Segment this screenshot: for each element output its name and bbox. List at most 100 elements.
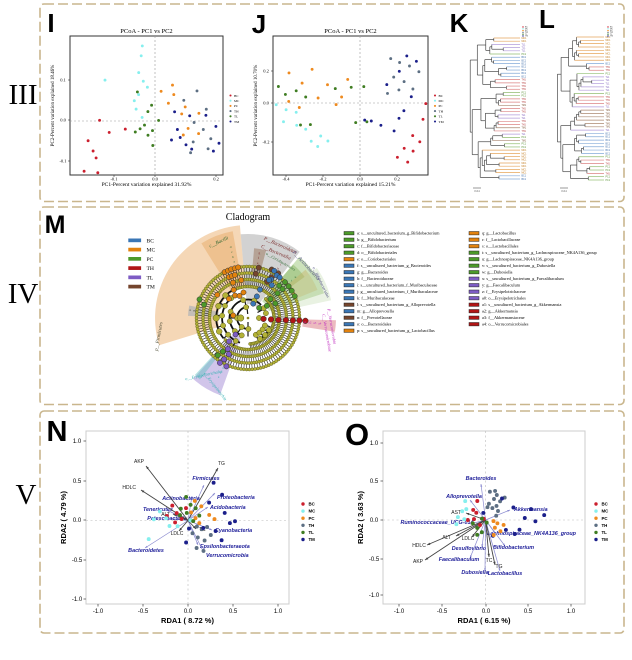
svg-text:0.0: 0.0: [60, 118, 66, 123]
svg-text:l: s__uncultured_bacterium_g_A: l: s__uncultured_bacterium_g_Alloprevote…: [357, 302, 435, 307]
svg-text:TH1: TH1: [606, 163, 611, 165]
svg-text:BC: BC: [439, 94, 444, 98]
svg-text:-0.5: -0.5: [72, 558, 83, 564]
svg-text:a0: o__Erysipelotrichales: a0: o__Erysipelotrichales: [482, 296, 526, 301]
svg-text:-1.0: -1.0: [369, 593, 380, 599]
svg-text:Bifidobacterium: Bifidobacterium: [493, 545, 534, 551]
svg-text:-0.5: -0.5: [437, 609, 448, 615]
svg-text:TL: TL: [602, 530, 608, 535]
svg-text:Acidobacteria: Acidobacteria: [209, 505, 246, 511]
svg-text:MC1: MC1: [606, 44, 612, 46]
svg-text:BC1: BC1: [606, 133, 611, 135]
svg-text:a1: a1: [303, 320, 307, 324]
svg-text:TM: TM: [309, 537, 316, 542]
svg-text:m: m: [193, 308, 196, 312]
svg-text:1.0: 1.0: [567, 609, 576, 615]
svg-text:MC1: MC1: [522, 150, 528, 152]
svg-text:MC1: MC1: [606, 47, 612, 49]
svg-text:h: h: [277, 267, 279, 271]
svg-text:-0.1: -0.1: [110, 177, 117, 182]
svg-text:TH1: TH1: [522, 112, 527, 114]
svg-text:TM1: TM1: [522, 105, 527, 107]
svg-text:V: V: [16, 479, 37, 511]
svg-text:MC: MC: [602, 509, 610, 514]
svg-text:Alloprevotella: Alloprevotella: [445, 494, 482, 500]
svg-text:r: f__Lactobacillaceae: r: f__Lactobacillaceae: [482, 237, 520, 242]
svg-text:RDA2 ( 4.79 %): RDA2 ( 4.79 %): [59, 491, 68, 544]
svg-text:TG: TG: [496, 564, 503, 570]
svg-text:Epsilonbacteraeota: Epsilonbacteraeota: [200, 544, 250, 550]
svg-text:MC1: MC1: [606, 40, 612, 42]
svg-text:BC1: BC1: [606, 140, 611, 142]
svg-text:TH1: TH1: [606, 67, 611, 69]
svg-text:BC1: BC1: [522, 73, 527, 75]
svg-text:0.2: 0.2: [263, 69, 269, 74]
svg-text:AKP: AKP: [413, 559, 424, 565]
svg-text:TH1: TH1: [606, 97, 611, 99]
svg-text:TH1: TH1: [606, 70, 611, 72]
svg-text:MC: MC: [439, 99, 445, 103]
svg-text:i: s__uncultured_bacterium_f_M: i: s__uncultured_bacterium_f_Muribaculac…: [357, 283, 437, 288]
svg-text:AST: AST: [451, 510, 461, 516]
svg-text:a1: s__uncultured_bacterium_g_: a1: s__uncultured_bacterium_g_Akkermansi…: [482, 302, 561, 307]
svg-text:MC1: MC1: [522, 169, 528, 171]
svg-text:MC1: MC1: [606, 57, 612, 59]
svg-text:TM: TM: [610, 36, 613, 38]
svg-text:TL: TL: [439, 115, 443, 119]
svg-text:TM1: TM1: [606, 120, 611, 122]
svg-text:Ruminococcaceae_UCG-014: Ruminococcaceae_UCG-014: [400, 520, 473, 526]
svg-text:0.0: 0.0: [482, 609, 491, 615]
svg-text:i: i: [280, 262, 281, 266]
svg-text:BC1: BC1: [606, 64, 611, 66]
svg-text:MC1: MC1: [606, 60, 612, 62]
svg-text:O: O: [345, 417, 369, 452]
svg-text:TM: TM: [602, 537, 609, 542]
svg-text:x: x: [222, 366, 224, 370]
svg-text:0.1: 0.1: [60, 78, 66, 83]
svg-text:TH1: TH1: [522, 80, 527, 82]
svg-text:Lactobacillus: Lactobacillus: [488, 571, 522, 577]
svg-text:TH: TH: [147, 266, 154, 272]
svg-text:k: f__Muribaculaceae: k: f__Muribaculaceae: [357, 296, 395, 301]
svg-text:BC: BC: [309, 502, 316, 507]
svg-text:L: L: [539, 4, 555, 34]
svg-text:TM1: TM1: [522, 128, 527, 130]
svg-text:TM1: TM1: [606, 123, 611, 125]
svg-text:RDA2 ( 3.63 %): RDA2 ( 3.63 %): [356, 491, 365, 544]
svg-text:s: o__Lactobacillales: s: o__Lactobacillales: [482, 244, 519, 249]
svg-text:-0.2: -0.2: [262, 140, 269, 145]
svg-text:a4: o__Verrucomicrobiales: a4: o__Verrucomicrobiales: [482, 322, 529, 327]
svg-text:K: K: [450, 8, 469, 38]
svg-text:BC1: BC1: [522, 60, 527, 62]
svg-text:m: g__Alloprevotella: m: g__Alloprevotella: [357, 309, 394, 314]
svg-text:PC1: PC1: [606, 73, 611, 75]
svg-text:BC1: BC1: [522, 70, 527, 72]
svg-text:TM1: TM1: [606, 113, 611, 115]
svg-text:PC1: PC1: [606, 93, 611, 95]
svg-text:MC1: MC1: [522, 38, 528, 40]
svg-text:TH1: TH1: [606, 160, 611, 162]
svg-text:BC1: BC1: [606, 150, 611, 152]
svg-text:TH: TH: [602, 523, 608, 528]
svg-text:e: o__Coriobacteriales: e: o__Coriobacteriales: [357, 257, 396, 262]
svg-text:TM1: TM1: [606, 127, 611, 129]
svg-text:PC2-Percent variation explaine: PC2-Percent variation explained 10.70%: [254, 65, 259, 147]
svg-text:MC1: MC1: [522, 160, 528, 162]
svg-text:a3: a3: [313, 321, 317, 325]
svg-text:TM: TM: [147, 285, 155, 291]
svg-text:0.04: 0.04: [474, 189, 480, 193]
svg-text:PC1: PC1: [606, 157, 611, 159]
svg-text:PC1-Percent variation explaine: PC1-Percent variation explained 15.21%: [306, 182, 396, 188]
svg-text:TM1: TM1: [606, 117, 611, 119]
svg-text:f: s__uncultured_bacterium_g_B: f: s__uncultured_bacterium_g_Bacteroides: [357, 263, 431, 268]
svg-text:PC1: PC1: [606, 180, 611, 182]
svg-text:a: s__uncultured_bacterium_g_B: a: s__uncultured_bacterium_g_Bifidobacte…: [357, 231, 440, 236]
svg-text:TM: TM: [234, 120, 239, 124]
svg-text:Dubosiella: Dubosiella: [461, 570, 488, 576]
svg-text:BC1: BC1: [606, 153, 611, 155]
svg-text:0.0: 0.0: [370, 518, 379, 524]
svg-text:PCoA - PC1 vs PC2: PCoA - PC1 vs PC2: [120, 28, 172, 35]
svg-text:MC1: MC1: [522, 163, 528, 165]
svg-text:BC: BC: [234, 94, 239, 98]
svg-text:TH: TH: [309, 523, 315, 528]
